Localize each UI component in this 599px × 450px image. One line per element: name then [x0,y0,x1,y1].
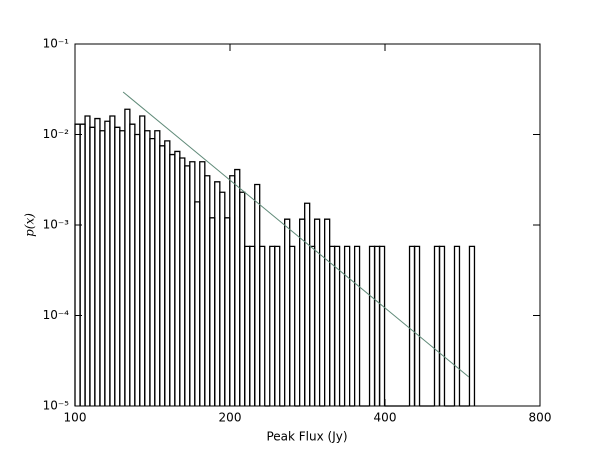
histogram-bin [468,245,476,406]
plot-area [75,44,540,406]
y-tick-label: 10⁻⁵ [43,399,70,413]
histogram-bin [353,245,361,406]
fit-line [122,91,470,378]
histogram-bin [259,245,266,406]
histogram-bin [343,245,351,406]
plot-marks [74,91,476,407]
histogram-bin [413,245,421,406]
histogram-bin [453,245,461,406]
x-tick-label: 100 [64,411,87,425]
y-axis-label: p(x) [23,213,37,237]
y-tick-label: 10⁻³ [43,218,70,232]
y-tick-label: 10⁻² [43,127,70,141]
histogram-bin [438,245,446,406]
histogram-bin [378,245,386,406]
histogram-bin [289,245,296,406]
x-axis-label: Peak Flux (Jy) [266,430,347,444]
histogram-bin [274,245,281,406]
histogram-bin [313,218,321,406]
x-tick-label: 200 [219,411,242,425]
y-tick-label: 10⁻¹ [43,37,70,51]
x-tick-label: 400 [374,411,397,425]
x-tick-label: 800 [529,411,552,425]
histogram-bin [333,245,341,406]
y-tick-label: 10⁻⁴ [43,308,70,322]
